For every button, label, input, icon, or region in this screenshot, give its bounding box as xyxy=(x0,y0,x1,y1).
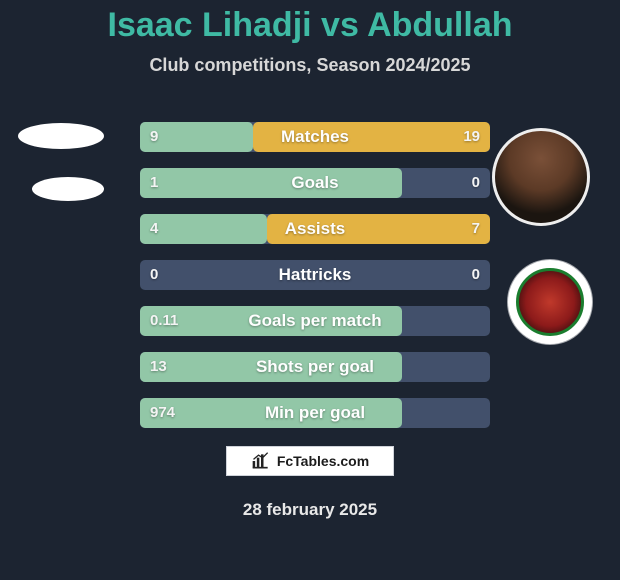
player2-club-badge xyxy=(508,260,592,344)
player1-club-placeholder xyxy=(32,177,104,201)
stat-label: Min per goal xyxy=(140,398,490,428)
stat-label: Goals xyxy=(140,168,490,198)
stat-label: Shots per goal xyxy=(140,352,490,382)
stat-row: 10Goals xyxy=(140,168,490,198)
date-text: 28 february 2025 xyxy=(0,500,620,520)
title-player1: Isaac Lihadji xyxy=(108,6,312,44)
chart-icon xyxy=(251,451,271,471)
brand-text: FcTables.com xyxy=(277,453,369,469)
stat-row: 00Hattricks xyxy=(140,260,490,290)
stat-label: Matches xyxy=(140,122,490,152)
stat-label: Hattricks xyxy=(140,260,490,290)
stat-label: Goals per match xyxy=(140,306,490,336)
page-title: Isaac Lihadji vs Abdullah xyxy=(0,0,620,45)
stat-label: Assists xyxy=(140,214,490,244)
stats-chart: 919Matches 10Goals 47Assists 00Hattricks 0.1… xyxy=(140,122,490,444)
brand-box[interactable]: FcTables.com xyxy=(226,446,394,476)
player1-avatar-placeholder xyxy=(18,123,104,149)
stat-row: 0.11Goals per match xyxy=(140,306,490,336)
title-player2: Abdullah xyxy=(367,6,512,44)
stat-row: 47Assists xyxy=(140,214,490,244)
player2-avatar xyxy=(492,128,590,226)
stat-row: 974Min per goal xyxy=(140,398,490,428)
stat-row: 919Matches xyxy=(140,122,490,152)
subtitle: Club competitions, Season 2024/2025 xyxy=(0,55,620,76)
club-badge-inner xyxy=(516,268,584,336)
stat-row: 13Shots per goal xyxy=(140,352,490,382)
title-vs: vs xyxy=(321,6,359,44)
